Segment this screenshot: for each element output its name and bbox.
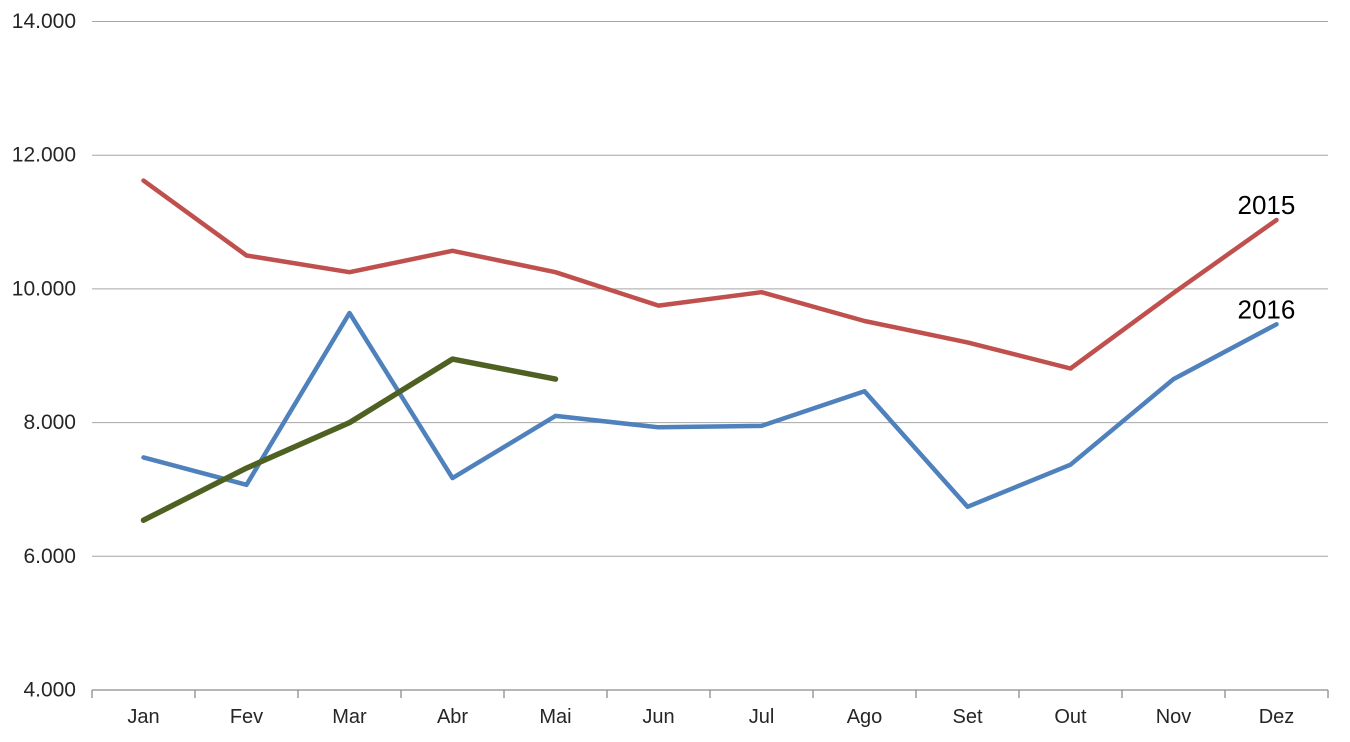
series-label-2016: 2016: [1238, 294, 1296, 324]
series-lines: [140, 178, 1279, 523]
y-tick-label: 10.000: [12, 277, 76, 300]
x-tick-label: Dez: [1259, 706, 1295, 728]
series-line-2015: [141, 178, 1279, 371]
x-axis: [91, 689, 1329, 698]
series-end-labels: 2015 2016: [1238, 190, 1296, 324]
x-tick-label: Nov: [1156, 706, 1192, 728]
series-line-2016: [141, 310, 1279, 510]
series-label-2015: 2015: [1238, 190, 1296, 220]
series-line-unnamed: [140, 356, 559, 523]
y-axis-tick-labels: 4.000 6.000 8.000 10.000 12.000 14.000: [12, 10, 76, 702]
y-tick-label: 4.000: [23, 679, 76, 702]
x-tick-label: Ago: [847, 706, 883, 728]
y-tick-label: 6.000: [23, 545, 76, 568]
x-tick-label: Mai: [539, 706, 571, 728]
x-tick-label: Mar: [332, 706, 367, 728]
x-tick-label: Fev: [230, 706, 263, 728]
x-tick-label: Out: [1054, 706, 1087, 728]
x-tick-label: Jan: [127, 706, 159, 728]
y-tick-label: 12.000: [12, 144, 76, 167]
x-tick-label: Jul: [749, 706, 775, 728]
x-tick-label: Abr: [437, 706, 468, 728]
x-axis-tick-labels: Jan Fev Mar Abr Mai Jun Jul Ago Set Out Nov Dez: [127, 706, 1294, 728]
x-tick-label: Set: [952, 706, 982, 728]
gridlines: [92, 21, 1328, 557]
x-tick-label: Jun: [642, 706, 674, 728]
y-tick-label: 8.000: [23, 411, 76, 434]
y-tick-label: 14.000: [12, 10, 76, 33]
